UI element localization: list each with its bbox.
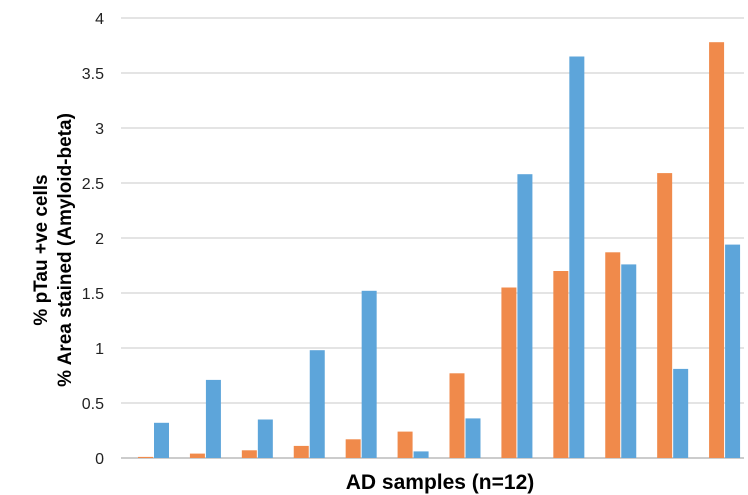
bar-series-1-sample-6 [397, 431, 413, 458]
bar-series-2-sample-10 [621, 264, 637, 458]
y-tick-label: 1.5 [82, 286, 104, 303]
bar-series-1-sample-5 [345, 439, 361, 458]
bar-series-1-sample-9 [553, 271, 569, 458]
bar-series-2-sample-9 [569, 56, 585, 458]
y-tick-label: 3.5 [82, 66, 104, 83]
y-tick-labels: 0 0.5 1 1.5 2 2.5 3 3.5 4 [82, 11, 104, 468]
y-tick-label: 0.5 [82, 396, 104, 413]
bar-series-1-sample-3 [241, 450, 257, 458]
y-tick-label: 3 [95, 121, 104, 138]
bar-series-1-sample-7 [449, 373, 465, 458]
bar-series-1-sample-8 [501, 287, 517, 458]
y-tick-label: 2.5 [82, 176, 104, 193]
y-axis-title-line-2: % Area stained (Amyloid-beta) [55, 113, 76, 387]
x-axis-title: AD samples (n=12) [346, 471, 535, 494]
bar-series-2-sample-7 [465, 418, 481, 458]
bar-series-2-sample-3 [257, 419, 273, 458]
y-tick-label: 1 [95, 341, 104, 358]
bar-series-2-sample-5 [361, 290, 377, 458]
bar-series-2-sample-11 [673, 368, 689, 458]
bar-series-1-sample-2 [189, 453, 205, 458]
y-axis-title-line-1: % pTau +ve cells [31, 174, 52, 325]
bar-series-1-sample-12 [709, 42, 725, 458]
bar-series-2-sample-4 [309, 350, 325, 458]
bar-series-2-sample-2 [205, 379, 221, 458]
bar-series-2-sample-6 [413, 451, 429, 458]
y-tick-label: 2 [95, 231, 104, 248]
bar-series-1-sample-4 [293, 445, 309, 458]
bar-series-1-sample-11 [657, 173, 673, 458]
bar-series-2-sample-1 [154, 422, 169, 458]
bar-series-1-sample-1 [138, 456, 153, 458]
bar-series-1-sample-10 [605, 252, 621, 458]
bars [138, 42, 741, 458]
y-tick-label: 4 [95, 11, 104, 28]
bar-series-2-sample-12 [725, 244, 741, 458]
gridlines [121, 17, 744, 459]
y-tick-label: 0 [95, 451, 104, 468]
bar-series-2-sample-8 [517, 174, 533, 458]
